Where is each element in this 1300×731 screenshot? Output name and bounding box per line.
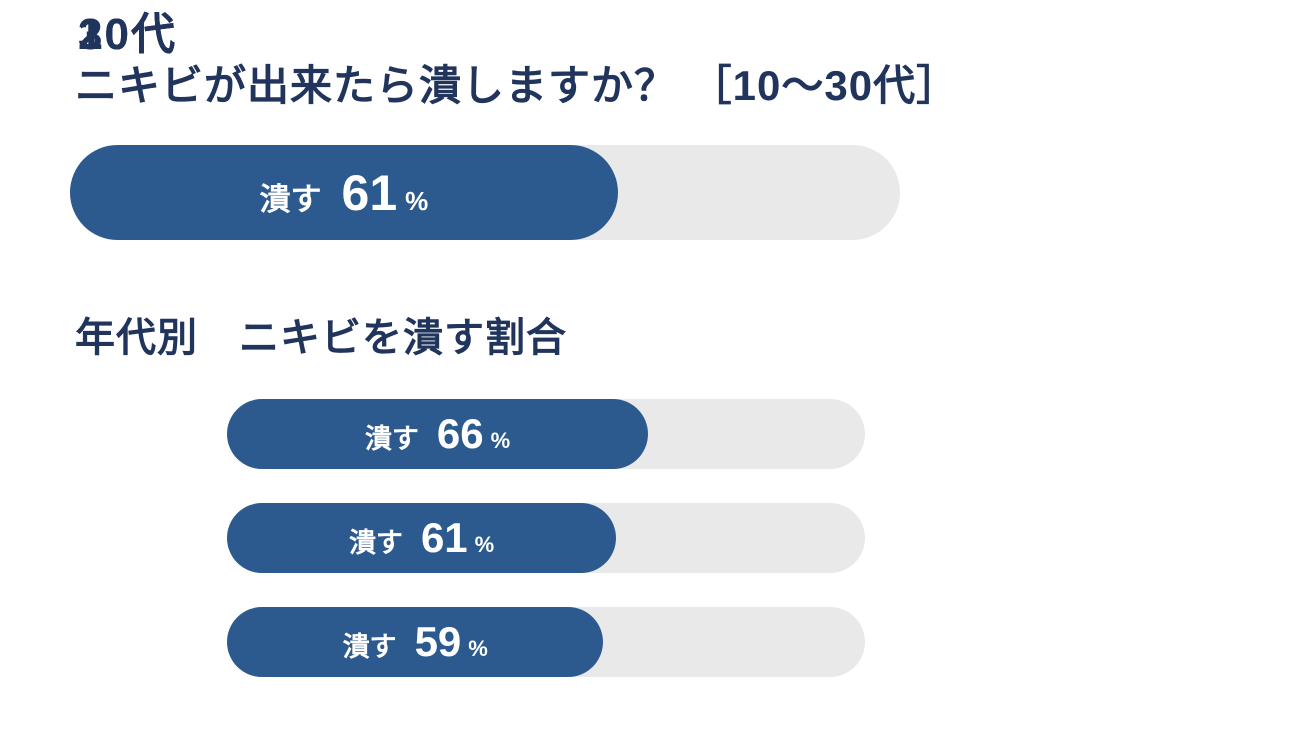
overall-bar-label: 潰す xyxy=(259,181,322,217)
overall-bar-track: 潰す 61 % xyxy=(70,145,900,240)
overall-bar-text: 潰す 61 % xyxy=(260,164,429,222)
age-row-text-20s: 潰す 61 % xyxy=(349,514,494,562)
age-row-label-30s: 30代 xyxy=(78,10,177,59)
age-row-bar-label-30s: 潰す xyxy=(342,632,397,662)
age-row-value-10s: 66 xyxy=(436,410,484,457)
age-row-track-10s: 潰す 66 % xyxy=(227,399,865,469)
age-row-value-30s: 59 xyxy=(414,618,462,665)
age-row-bar-label-20s: 潰す xyxy=(348,528,403,558)
chart-title: ニキビが出来たら潰しますか？ ［10〜30代］ xyxy=(75,62,960,109)
overall-bar-fill: 潰す 61 % xyxy=(70,145,618,240)
age-row-text-10s: 潰す 66 % xyxy=(365,410,510,458)
age-row-fill-30s: 潰す 59 % xyxy=(227,607,604,677)
age-row-unit-30s: % xyxy=(468,636,488,661)
age-row-fill-20s: 潰す 61 % xyxy=(227,503,617,573)
overall-bar-unit: % xyxy=(405,185,429,216)
age-row-value-20s: 61 xyxy=(420,514,468,561)
age-row-track-20s: 潰す 61 % xyxy=(227,503,865,573)
age-row-text-30s: 潰す 59 % xyxy=(343,618,488,666)
age-row-bar-label-10s: 潰す xyxy=(364,424,419,454)
age-row-track-30s: 潰す 59 % xyxy=(227,607,865,677)
age-row-label-20s: 20代 xyxy=(78,10,177,59)
age-row-label-10s: 10代 xyxy=(78,10,177,59)
age-row-unit-10s: % xyxy=(490,428,511,453)
age-row-fill-10s: 潰す 66 % xyxy=(227,399,649,469)
overall-bar-value: 61 xyxy=(341,164,398,221)
age-row-unit-20s: % xyxy=(474,532,495,557)
chart-subtitle: 年代別 ニキビを潰す割合 xyxy=(75,316,567,360)
